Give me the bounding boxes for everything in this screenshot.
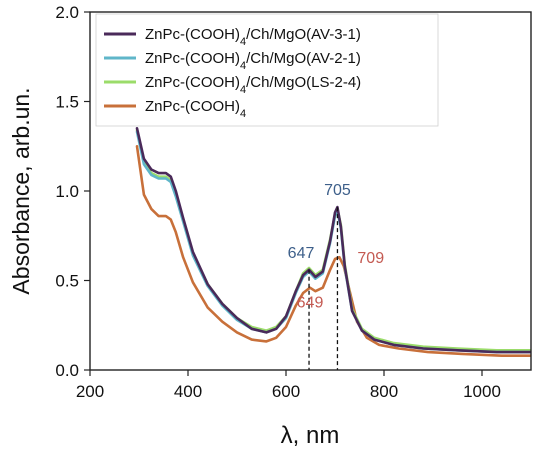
series-line: [135, 130, 531, 354]
y-tick-label: 1.0: [55, 182, 79, 201]
x-tick-label: 400: [174, 382, 202, 401]
y-tick-label: 0.5: [55, 272, 79, 291]
y-tick-label: 0.0: [55, 361, 79, 380]
guide-layer: [308, 207, 339, 370]
x-tick-label: 1000: [463, 382, 501, 401]
x-axis-title: λ, nm: [281, 422, 340, 449]
peak-label: 705: [324, 182, 351, 199]
legend-box: [95, 13, 439, 127]
x-tick-label: 600: [272, 382, 300, 401]
legend-entry: ZnPc-(COOH)4: [145, 98, 246, 120]
x-tick-label: 200: [76, 382, 104, 401]
series-layer: [135, 127, 531, 358]
annotation-layer: 705 647 709 649: [288, 182, 385, 312]
y-tick-label: 2.0: [55, 3, 79, 22]
x-tick-label: 800: [370, 382, 398, 401]
legend: ZnPc-(COOH)4/Ch/MgO(AV-3-1)ZnPc-(COOH)4/…: [95, 13, 439, 127]
series-line: [135, 128, 531, 352]
legend-entry: ZnPc-(COOH)4/Ch/MgO(LS-2-4): [145, 74, 361, 96]
y-axis-title: Absorbance, arb.un.: [8, 87, 34, 294]
series-line: [135, 145, 531, 358]
peak-label: 647: [288, 245, 315, 262]
series-line: [135, 127, 531, 354]
legend-entry: ZnPc-(COOH)4/Ch/MgO(AV-2-1): [145, 50, 361, 72]
peak-label: 709: [357, 250, 384, 267]
y-tick-label: 1.5: [55, 93, 79, 112]
legend-entry: ZnPc-(COOH)4/Ch/MgO(AV-3-1): [145, 26, 361, 48]
tick-layer: 200 400 600 800 1000 0.0 0.5 1.0 1.5 2.0: [55, 3, 501, 401]
peak-label: 649: [297, 295, 324, 312]
